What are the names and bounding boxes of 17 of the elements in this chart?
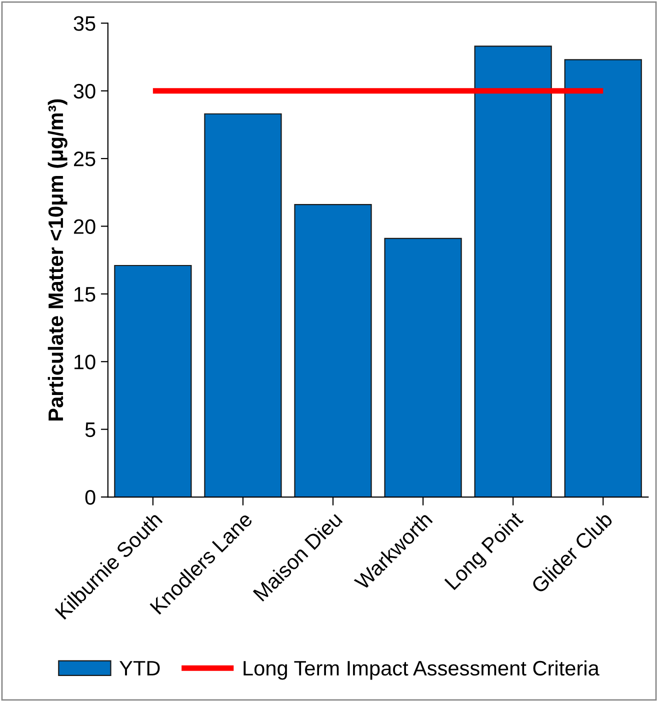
y-tick-label: 10 [74, 354, 96, 370]
bar [384, 238, 462, 498]
bar [474, 46, 552, 498]
y-tick-label: 35 [74, 16, 96, 31]
y-tick-label: 30 [74, 84, 96, 99]
legend-label: Long Term Impact Assessment Criteria [244, 660, 600, 680]
bar [294, 204, 372, 498]
y-tick-label: 15 [74, 287, 96, 302]
y-tick-label: 25 [74, 152, 96, 166]
bar [564, 59, 642, 498]
y-tick-label: 0 [85, 490, 96, 505]
legend-label: YTD [120, 661, 160, 676]
bar [204, 113, 282, 498]
y-tick-label: 20 [74, 219, 96, 234]
y-axis-title: Particulate Matter <10μm (μg/m³) [48, 99, 68, 420]
y-tick-label: 5 [85, 422, 96, 438]
bar [114, 264, 192, 498]
